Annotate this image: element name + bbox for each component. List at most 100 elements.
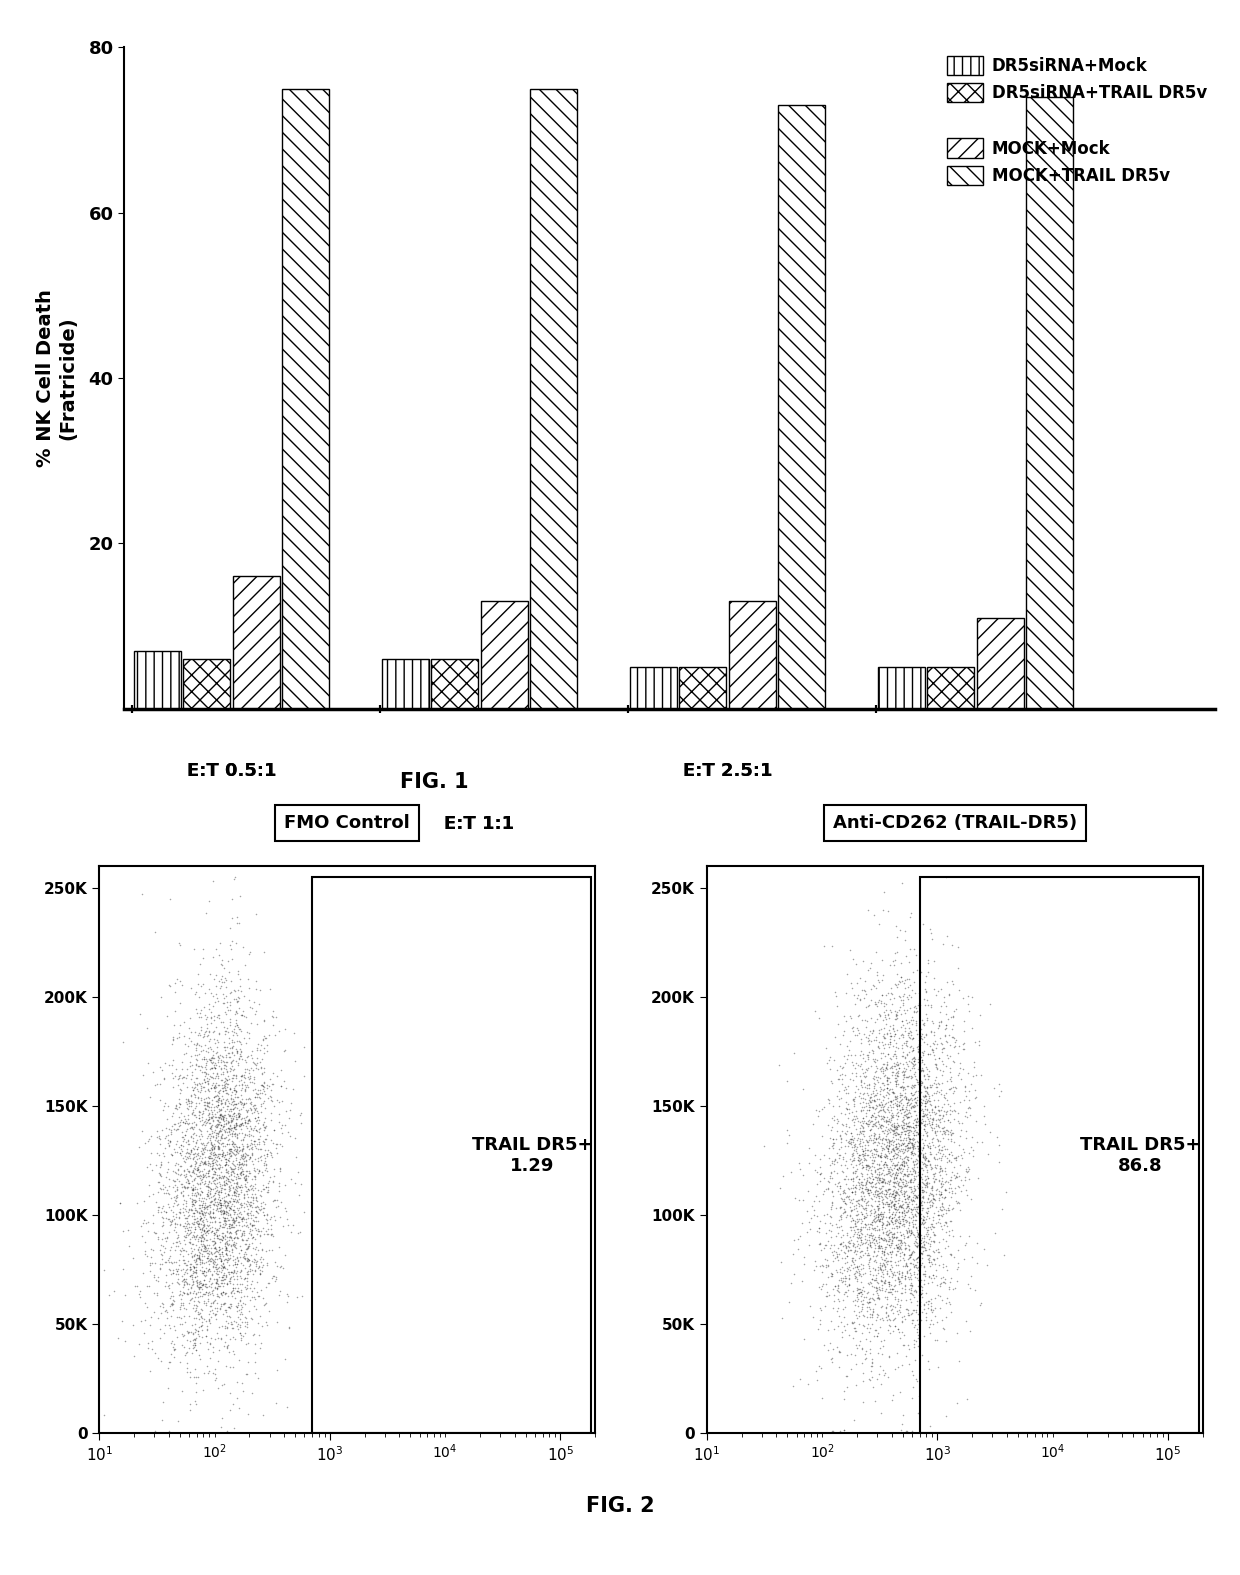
Point [908, 1068, 928, 1093]
Point [161, 1210, 181, 1235]
Point [882, 1161, 901, 1186]
Point [916, 1236, 936, 1262]
Point [195, 1079, 215, 1104]
Point [820, 1055, 839, 1080]
Point [207, 1107, 227, 1132]
Point [884, 1063, 904, 1088]
Point [925, 1303, 945, 1328]
Point [897, 1192, 916, 1217]
Point [904, 1183, 924, 1208]
Point [906, 1077, 926, 1102]
Point [923, 1107, 942, 1132]
Point [906, 1197, 926, 1222]
Point [196, 1323, 216, 1348]
Point [954, 1173, 973, 1199]
Point [830, 1339, 849, 1364]
Point [262, 1238, 281, 1263]
Point [267, 1063, 286, 1088]
Point [928, 1199, 947, 1224]
Point [188, 1318, 208, 1343]
Point [248, 1255, 268, 1280]
Point [255, 1114, 275, 1139]
Point [848, 1287, 868, 1312]
Point [930, 1098, 950, 1123]
Point [195, 1137, 215, 1162]
Point [866, 940, 885, 965]
Point [924, 976, 944, 1002]
Point [884, 1285, 904, 1310]
Point [215, 1184, 234, 1210]
Point [892, 1411, 911, 1436]
Point [888, 1071, 908, 1096]
Point [177, 1177, 197, 1202]
Point [249, 1284, 269, 1309]
Point [913, 1098, 932, 1123]
Point [874, 1104, 894, 1129]
Point [878, 1221, 898, 1246]
Point [817, 1247, 837, 1273]
Point [878, 1052, 898, 1077]
Point [833, 1257, 853, 1282]
Point [880, 1024, 900, 1049]
Point [914, 1143, 934, 1169]
Point [848, 1076, 868, 1101]
Point [898, 1090, 918, 1115]
Point [224, 1156, 244, 1181]
Point [213, 981, 233, 1006]
Point [867, 1205, 887, 1230]
Point [868, 1203, 888, 1228]
Point [849, 1151, 869, 1177]
Point [218, 1148, 238, 1173]
Point [241, 1202, 260, 1227]
Point [918, 947, 937, 972]
Point [252, 1046, 272, 1071]
Point [866, 1172, 885, 1197]
Point [879, 1082, 899, 1107]
Point [941, 1166, 961, 1191]
Point [828, 1011, 848, 1036]
Point [864, 1203, 884, 1228]
Point [875, 1247, 895, 1273]
Point [806, 1249, 826, 1274]
Point [216, 1183, 236, 1208]
Point [862, 1164, 882, 1189]
Point [217, 1336, 237, 1361]
Point [241, 1161, 260, 1186]
Point [181, 1320, 201, 1345]
Point [897, 1178, 916, 1203]
Point [872, 1276, 892, 1301]
Point [847, 1282, 867, 1307]
Point [928, 1016, 947, 1041]
Point [854, 1167, 874, 1192]
Point [894, 1153, 914, 1178]
Point [195, 1069, 215, 1095]
Bar [382, 658, 429, 709]
Point [897, 943, 916, 969]
Point [889, 1258, 909, 1284]
Point [217, 1219, 237, 1244]
Point [150, 1071, 170, 1096]
Point [949, 1164, 968, 1189]
Point [154, 1213, 174, 1238]
Point [828, 1296, 848, 1321]
Point [210, 1112, 229, 1137]
Point [182, 1224, 202, 1249]
Point [883, 1296, 903, 1321]
Point [846, 1181, 866, 1206]
Point [190, 1162, 210, 1188]
Point [170, 991, 190, 1016]
Point [174, 1292, 193, 1317]
Point [929, 1188, 949, 1213]
Point [241, 1069, 260, 1095]
Point [221, 1195, 241, 1221]
Point [894, 1173, 914, 1199]
Point [911, 1211, 931, 1236]
Point [856, 1230, 875, 1255]
Point [216, 1238, 236, 1263]
Point [823, 1295, 843, 1320]
Point [262, 1128, 281, 1153]
Point [878, 1303, 898, 1328]
Point [910, 1098, 930, 1123]
Point [184, 1254, 203, 1279]
Point [835, 1280, 854, 1306]
